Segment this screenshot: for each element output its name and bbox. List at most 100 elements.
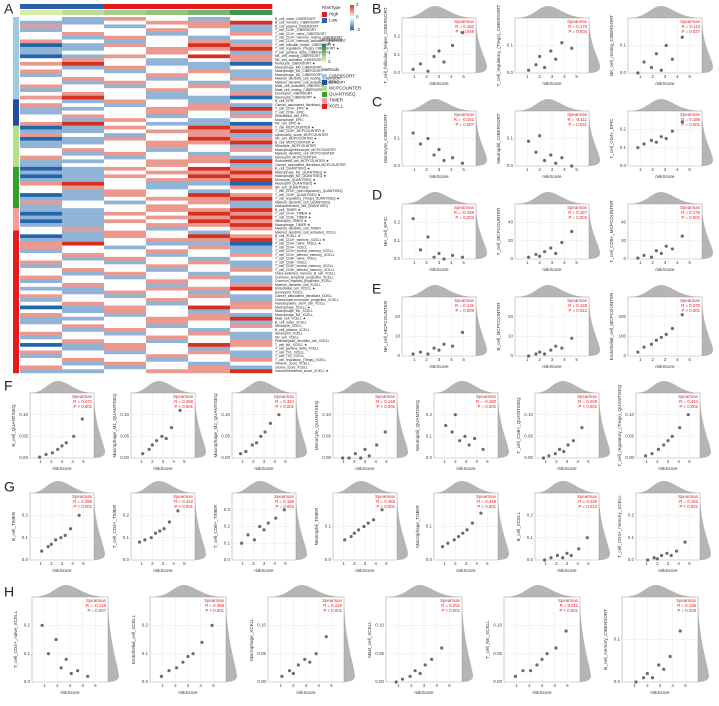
heatmap-cell <box>20 226 63 231</box>
point <box>450 430 454 434</box>
density-top <box>131 381 195 393</box>
row-label: uncharacterized_cell_QUANTISEQ <box>275 204 328 208</box>
point <box>636 146 640 150</box>
stat-label: P = 0.002 <box>478 404 497 409</box>
heatmap-cell <box>20 99 63 104</box>
heatmap-cell <box>146 39 189 44</box>
heatmap-cell <box>62 313 105 317</box>
stat-label: Spearman <box>173 494 193 499</box>
heatmap-cell <box>146 166 189 171</box>
point <box>534 63 538 67</box>
heatmap-cell <box>188 155 231 160</box>
heatmap-cell <box>20 125 63 130</box>
heatmap-cell <box>188 223 231 228</box>
point <box>458 439 462 443</box>
point <box>442 257 446 261</box>
heatmap-cell <box>20 170 63 175</box>
heatmap-cell <box>146 178 189 183</box>
point <box>545 652 549 656</box>
heatmap-cell <box>20 298 63 302</box>
x-axis-label: riskScore <box>655 267 675 272</box>
density-top <box>232 481 296 493</box>
heatmap-cell <box>188 148 231 153</box>
row-label: immune_score_XCELL <box>275 362 310 366</box>
density-top <box>131 481 195 493</box>
heatmap-cell <box>62 283 105 288</box>
stat-label: P < 0.001 <box>682 308 701 313</box>
heatmap-cell <box>146 211 189 216</box>
y-tick-label: 0.0 <box>142 679 149 684</box>
density-top <box>515 285 589 297</box>
point <box>543 65 547 70</box>
x-tick-label: 1 <box>515 683 518 688</box>
point <box>68 527 73 531</box>
y-tick-label: 0.1 <box>507 43 514 48</box>
heatmap-cell <box>230 200 273 205</box>
y-axis-label: T_cell_regulatory_(Tregs)_CIBERSORT <box>496 4 501 86</box>
score-scale <box>322 54 326 57</box>
score-scale <box>322 50 326 52</box>
stat-label: Spearman <box>680 298 700 303</box>
heatmap-cell <box>230 185 273 190</box>
method-bar <box>13 43 19 48</box>
point <box>646 558 650 562</box>
heatmap-cell <box>146 313 189 317</box>
x-tick-label: 4 <box>374 561 377 566</box>
heatmap-cell <box>104 88 147 93</box>
stat-label: Spearman <box>476 494 496 499</box>
y-tick-label: 0.0 <box>507 70 514 75</box>
x-tick-label: 1 <box>526 357 529 362</box>
y-tick-label: 0.2 <box>224 524 231 529</box>
heatmap-cell <box>146 73 189 78</box>
x-tick-label: 1 <box>241 459 244 464</box>
point <box>56 447 60 451</box>
density-right <box>599 493 610 560</box>
x-tick-label: 2 <box>353 459 356 464</box>
heatmap-cell <box>146 241 189 246</box>
point <box>538 350 542 354</box>
row-label: Neutrophil_CIBERSORT ★ <box>275 95 316 99</box>
point <box>538 254 542 258</box>
x-tick-label: 1 <box>39 561 42 566</box>
heatmap-cell <box>188 268 231 273</box>
heatmap-cell <box>104 223 147 228</box>
heatmap-cell <box>20 144 63 149</box>
x-tick-label: 4 <box>563 357 566 362</box>
row-label: Eosinophil_XCELL <box>275 290 303 294</box>
method-bar <box>13 200 19 205</box>
heatmap-cell <box>230 343 273 347</box>
point <box>655 557 659 561</box>
method-bar <box>13 46 19 51</box>
x-axis-label: riskScore <box>60 690 80 695</box>
x-axis-label: riskScore <box>355 568 375 573</box>
x-tick-label: 3 <box>667 561 670 566</box>
heatmap-cell <box>104 91 147 96</box>
point <box>147 447 151 451</box>
heatmap-cell <box>146 256 189 261</box>
density-top <box>268 585 344 597</box>
heatmap-cell <box>230 215 273 220</box>
method-bar <box>13 211 19 216</box>
x-axis-label: riskScore <box>52 466 72 471</box>
x-tick-label: 3 <box>667 459 670 464</box>
heatmap-cell <box>62 155 105 160</box>
heatmap-cell <box>188 204 231 209</box>
point <box>670 247 675 251</box>
x-tick-label: 1 <box>544 561 547 566</box>
point <box>266 521 270 525</box>
heatmap-cell <box>104 290 147 295</box>
heatmap-cell <box>104 249 147 254</box>
point <box>380 508 384 512</box>
heatmap-cell <box>230 181 273 186</box>
point <box>291 671 295 676</box>
point <box>554 57 558 61</box>
point <box>181 660 185 664</box>
x-tick-label: 2 <box>646 683 649 688</box>
point <box>456 534 461 539</box>
heatmap-cell <box>146 271 189 276</box>
method-bar <box>13 230 19 235</box>
x-tick-label: 1 <box>639 260 642 265</box>
heatmap-cell <box>62 163 105 168</box>
row-label: T_cell_CD8+_QUANTISEQ ★ <box>275 193 321 197</box>
heatmap-cell <box>188 320 231 325</box>
